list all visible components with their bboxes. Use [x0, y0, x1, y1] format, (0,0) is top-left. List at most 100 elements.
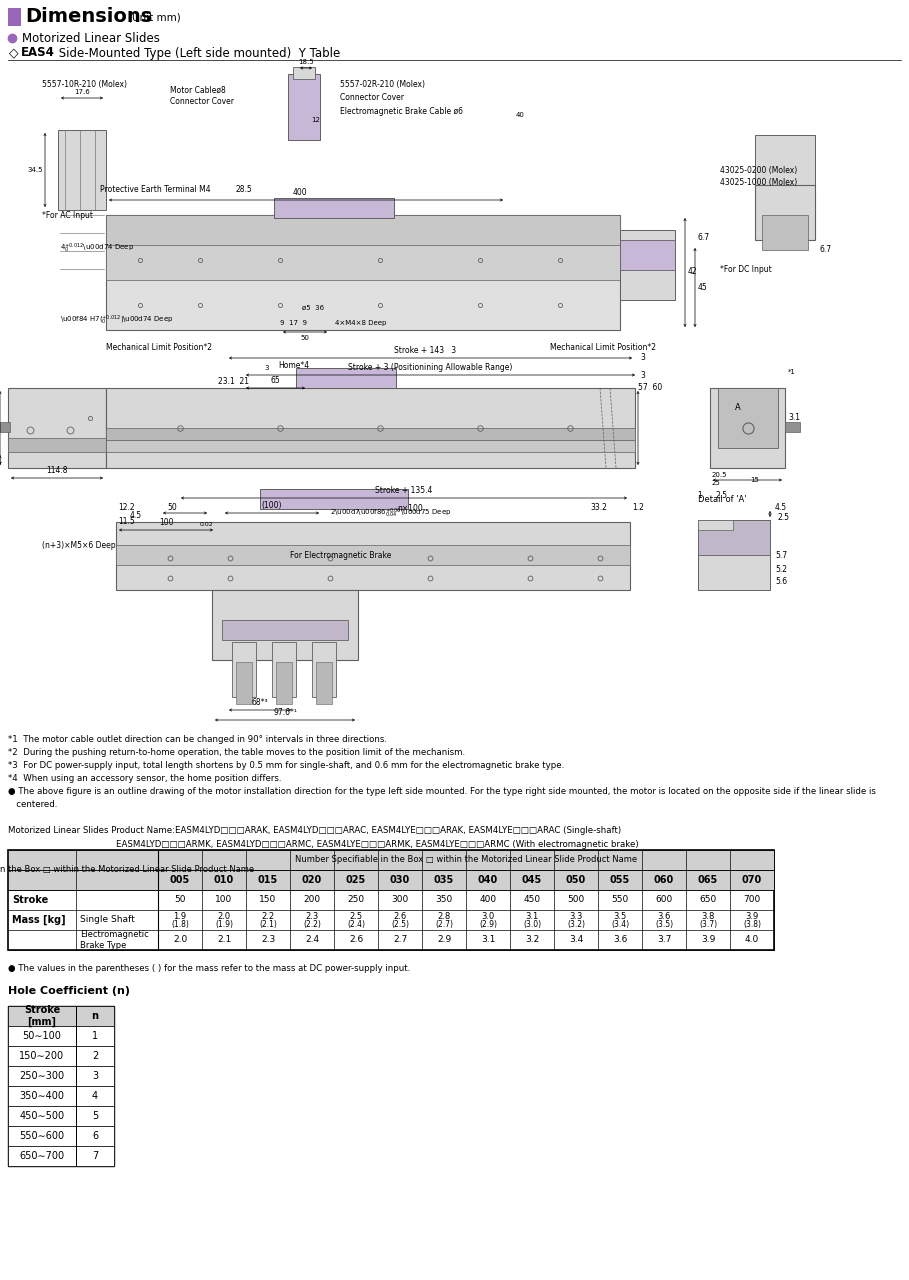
Text: 5.2: 5.2 — [775, 566, 787, 575]
Bar — [8, 850, 158, 890]
Text: 200: 200 — [304, 896, 321, 905]
Text: 2.3: 2.3 — [261, 936, 275, 945]
Text: 6: 6 — [92, 1132, 98, 1140]
Bar — [8, 1006, 76, 1027]
Text: n×100: n×100 — [397, 504, 423, 513]
Text: 2.0: 2.0 — [217, 911, 231, 920]
Bar — [76, 1126, 114, 1146]
Text: (2.9): (2.9) — [479, 920, 497, 929]
Text: Side-Mounted Type (Left side mounted)  Y Table: Side-Mounted Type (Left side mounted) Y … — [55, 46, 340, 59]
Text: (1.9): (1.9) — [215, 920, 233, 929]
Text: 2: 2 — [92, 1051, 98, 1061]
Text: 3.3: 3.3 — [569, 911, 583, 920]
Text: 2.2: 2.2 — [262, 911, 275, 920]
Bar — [158, 850, 774, 870]
Text: For Electromagnetic Brake: For Electromagnetic Brake — [290, 550, 392, 559]
Bar — [288, 74, 320, 140]
Text: 020: 020 — [302, 876, 322, 884]
Text: 50: 50 — [167, 503, 177, 512]
Text: A: A — [735, 403, 741, 412]
Bar — [312, 643, 336, 698]
Text: Mechanical Limit Position*2: Mechanical Limit Position*2 — [550, 343, 656, 352]
Text: 50∼100: 50∼100 — [23, 1030, 62, 1041]
Text: (2.4): (2.4) — [347, 920, 365, 929]
Text: 5.7: 5.7 — [775, 550, 787, 559]
Bar — [316, 662, 332, 704]
Text: 005: 005 — [170, 876, 190, 884]
Text: 5.6: 5.6 — [775, 577, 787, 586]
Text: 5557-02R-210 (Molex): 5557-02R-210 (Molex) — [340, 81, 425, 90]
Text: 4.0: 4.0 — [744, 936, 759, 945]
Bar — [76, 1146, 114, 1166]
Text: Stroke
[mm]: Stroke [mm] — [24, 1005, 60, 1027]
Text: 045: 045 — [522, 876, 542, 884]
Text: 150: 150 — [259, 896, 276, 905]
Bar — [8, 1085, 76, 1106]
Text: Dimensions: Dimensions — [25, 8, 152, 27]
Bar — [8, 1146, 76, 1166]
Text: (2.1): (2.1) — [259, 920, 277, 929]
Bar — [755, 186, 815, 241]
Text: 250: 250 — [347, 896, 365, 905]
Bar — [8, 1027, 76, 1046]
Bar — [222, 620, 348, 640]
Text: Number Specifiable in the Box □ within the Motorized Linear Slide Product Name: Number Specifiable in the Box □ within t… — [295, 855, 637, 864]
Text: 025: 025 — [346, 876, 366, 884]
Text: 12.2: 12.2 — [118, 503, 135, 512]
Bar — [785, 422, 800, 431]
Text: (n+3)×M5×6 Deep: (n+3)×M5×6 Deep — [42, 540, 115, 549]
Text: ◇: ◇ — [9, 46, 18, 59]
Text: Connector Cover: Connector Cover — [170, 96, 234, 105]
Text: 1.2: 1.2 — [632, 503, 644, 512]
Bar — [106, 388, 635, 468]
Text: 28.5: 28.5 — [235, 186, 252, 195]
Text: 2.8: 2.8 — [437, 911, 451, 920]
Bar — [755, 134, 815, 186]
Text: 65: 65 — [270, 376, 280, 385]
Bar — [76, 1046, 114, 1066]
Text: 6.7: 6.7 — [820, 246, 832, 255]
Bar — [106, 440, 635, 452]
Bar — [8, 1106, 76, 1126]
Text: 11.5: 11.5 — [118, 517, 135, 526]
Bar — [106, 230, 620, 280]
Bar — [58, 131, 106, 210]
Text: 3: 3 — [640, 353, 644, 362]
Text: 3.6: 3.6 — [657, 911, 671, 920]
Bar — [293, 67, 315, 79]
Text: 2.6: 2.6 — [394, 911, 406, 920]
Text: 1: 1 — [92, 1030, 98, 1041]
Text: Stroke + 3 (Positionining Allowable Range): Stroke + 3 (Positionining Allowable Rang… — [348, 364, 512, 372]
Bar — [8, 1006, 114, 1166]
Text: 43025-1000 (Molex): 43025-1000 (Molex) — [720, 178, 797, 187]
Text: ● The values in the parentheses ( ) for the mass refer to the mass at DC power-s: ● The values in the parentheses ( ) for … — [8, 964, 410, 973]
Bar — [8, 850, 774, 870]
Text: 2.3: 2.3 — [305, 911, 319, 920]
Text: *For DC Input: *For DC Input — [720, 265, 772, 274]
Bar — [272, 643, 296, 698]
Text: Mass [kg]: Mass [kg] — [12, 915, 65, 925]
Text: 3.5: 3.5 — [614, 911, 626, 920]
Bar — [232, 643, 256, 698]
Text: 150∼200: 150∼200 — [19, 1051, 65, 1061]
Bar — [76, 1006, 114, 1027]
Text: Detail of 'A': Detail of 'A' — [698, 494, 746, 503]
Bar — [8, 870, 774, 890]
Text: 2.5: 2.5 — [778, 513, 790, 522]
Text: 2.4: 2.4 — [305, 936, 319, 945]
Bar — [116, 522, 630, 590]
Text: Number Specifiable in the Box □ within the Motorized Linear Slide Product Name: Number Specifiable in the Box □ within t… — [0, 865, 254, 874]
Bar — [0, 422, 10, 431]
Text: 4×M4×8 Deep: 4×M4×8 Deep — [335, 320, 386, 326]
Bar — [296, 369, 396, 388]
Text: *For AC Input: *For AC Input — [42, 210, 93, 219]
Text: 114.8: 114.8 — [46, 466, 68, 475]
Text: 3.9: 3.9 — [701, 936, 715, 945]
Text: 18.5: 18.5 — [298, 59, 314, 65]
Text: 50: 50 — [301, 335, 309, 340]
Text: 055: 055 — [610, 876, 630, 884]
Text: Motor Cableø8: Motor Cableø8 — [170, 86, 225, 95]
Text: 450∼500: 450∼500 — [19, 1111, 65, 1121]
Text: (1.8): (1.8) — [171, 920, 189, 929]
Text: 34.5: 34.5 — [27, 166, 43, 173]
